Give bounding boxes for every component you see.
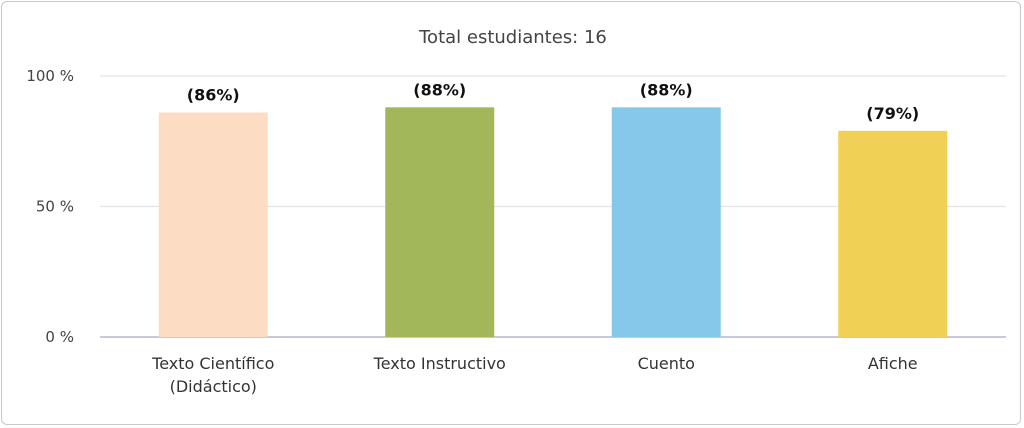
bars [158,107,948,337]
x-tick-label: Texto Instructivo [373,354,506,373]
chart-title: Total estudiantes: 16 [418,27,607,48]
bar [838,130,948,337]
x-tick-label: (Didáctico) [170,377,257,396]
data-label: (86%) [187,86,240,105]
x-tick-label: Cuento [638,354,695,373]
x-tick-label: Afiche [868,354,918,373]
y-tick-label: 100 % [26,67,74,85]
bar [158,112,268,337]
y-tick-label: 0 % [45,328,74,346]
x-tick-label: Texto Científico [151,354,274,373]
axes: 0 % 50 % 100 % (86%) Texto Científico (Didáct… [26,67,919,396]
data-label: (79%) [866,104,919,123]
data-label: (88%) [413,80,466,99]
bar [611,107,721,337]
bar [385,107,495,337]
y-tick-label: 50 % [36,198,74,216]
data-label: (88%) [640,80,693,99]
